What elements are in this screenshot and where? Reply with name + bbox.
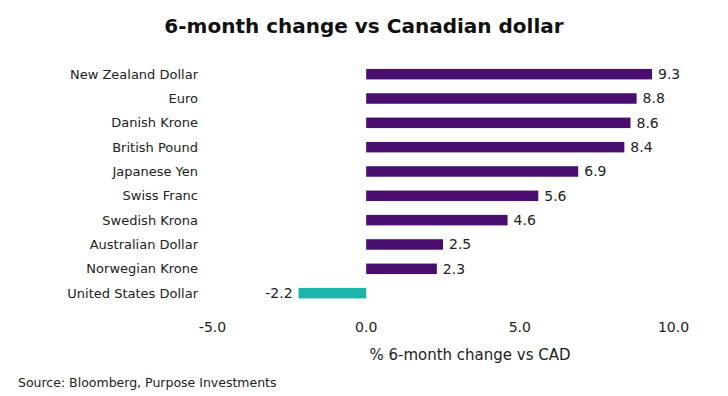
data-label: -2.2 (265, 285, 292, 301)
data-label: 8.8 (643, 90, 665, 106)
bar (366, 239, 443, 250)
category-label: British Pound (112, 140, 198, 155)
category-label: Swiss Franc (123, 188, 198, 203)
data-label: 2.5 (449, 236, 471, 252)
bar (366, 93, 636, 104)
data-label: 6.9 (584, 163, 606, 179)
tick-label: -5.0 (199, 319, 226, 335)
title: 6-month change vs Canadian dollar (164, 14, 563, 38)
tick-mark (212, 307, 213, 310)
chart: 6-month change vs Canadian dollar New Zea… (0, 0, 728, 396)
category-label: Swedish Krona (102, 213, 198, 228)
bars (299, 69, 652, 298)
data-label: 8.4 (630, 139, 652, 155)
tick-mark (519, 307, 520, 310)
tick-mark (366, 307, 367, 310)
tick-label: 0.0 (355, 319, 377, 335)
data-label: 8.6 (636, 115, 658, 131)
category-label: Danish Krone (111, 115, 198, 130)
bar (366, 69, 652, 80)
data-label: 2.3 (443, 261, 465, 277)
category-label: Australian Dollar (90, 237, 199, 252)
bar (366, 264, 437, 275)
data-label: 4.6 (514, 212, 536, 228)
tick-mark (673, 307, 674, 310)
bar (366, 215, 507, 226)
category-label: New Zealand Dollar (70, 67, 199, 82)
bar (366, 142, 624, 153)
category-label: Euro (169, 91, 199, 106)
bar (366, 118, 630, 129)
bar (299, 288, 367, 299)
bar (366, 166, 578, 177)
data-label: 5.6 (544, 188, 566, 204)
data-label: 9.3 (658, 66, 680, 82)
bar (366, 191, 538, 202)
tick-label: 5.0 (509, 319, 531, 335)
category-label: Norwegian Krone (86, 261, 198, 276)
axis-label: % 6-month change vs CAD (369, 346, 570, 364)
tick-label: 10.0 (658, 319, 689, 335)
source: Source: Bloomberg, Purpose Investments (18, 375, 277, 390)
category-label: Japanese Yen (111, 164, 198, 179)
category-label: United States Dollar (67, 286, 198, 301)
